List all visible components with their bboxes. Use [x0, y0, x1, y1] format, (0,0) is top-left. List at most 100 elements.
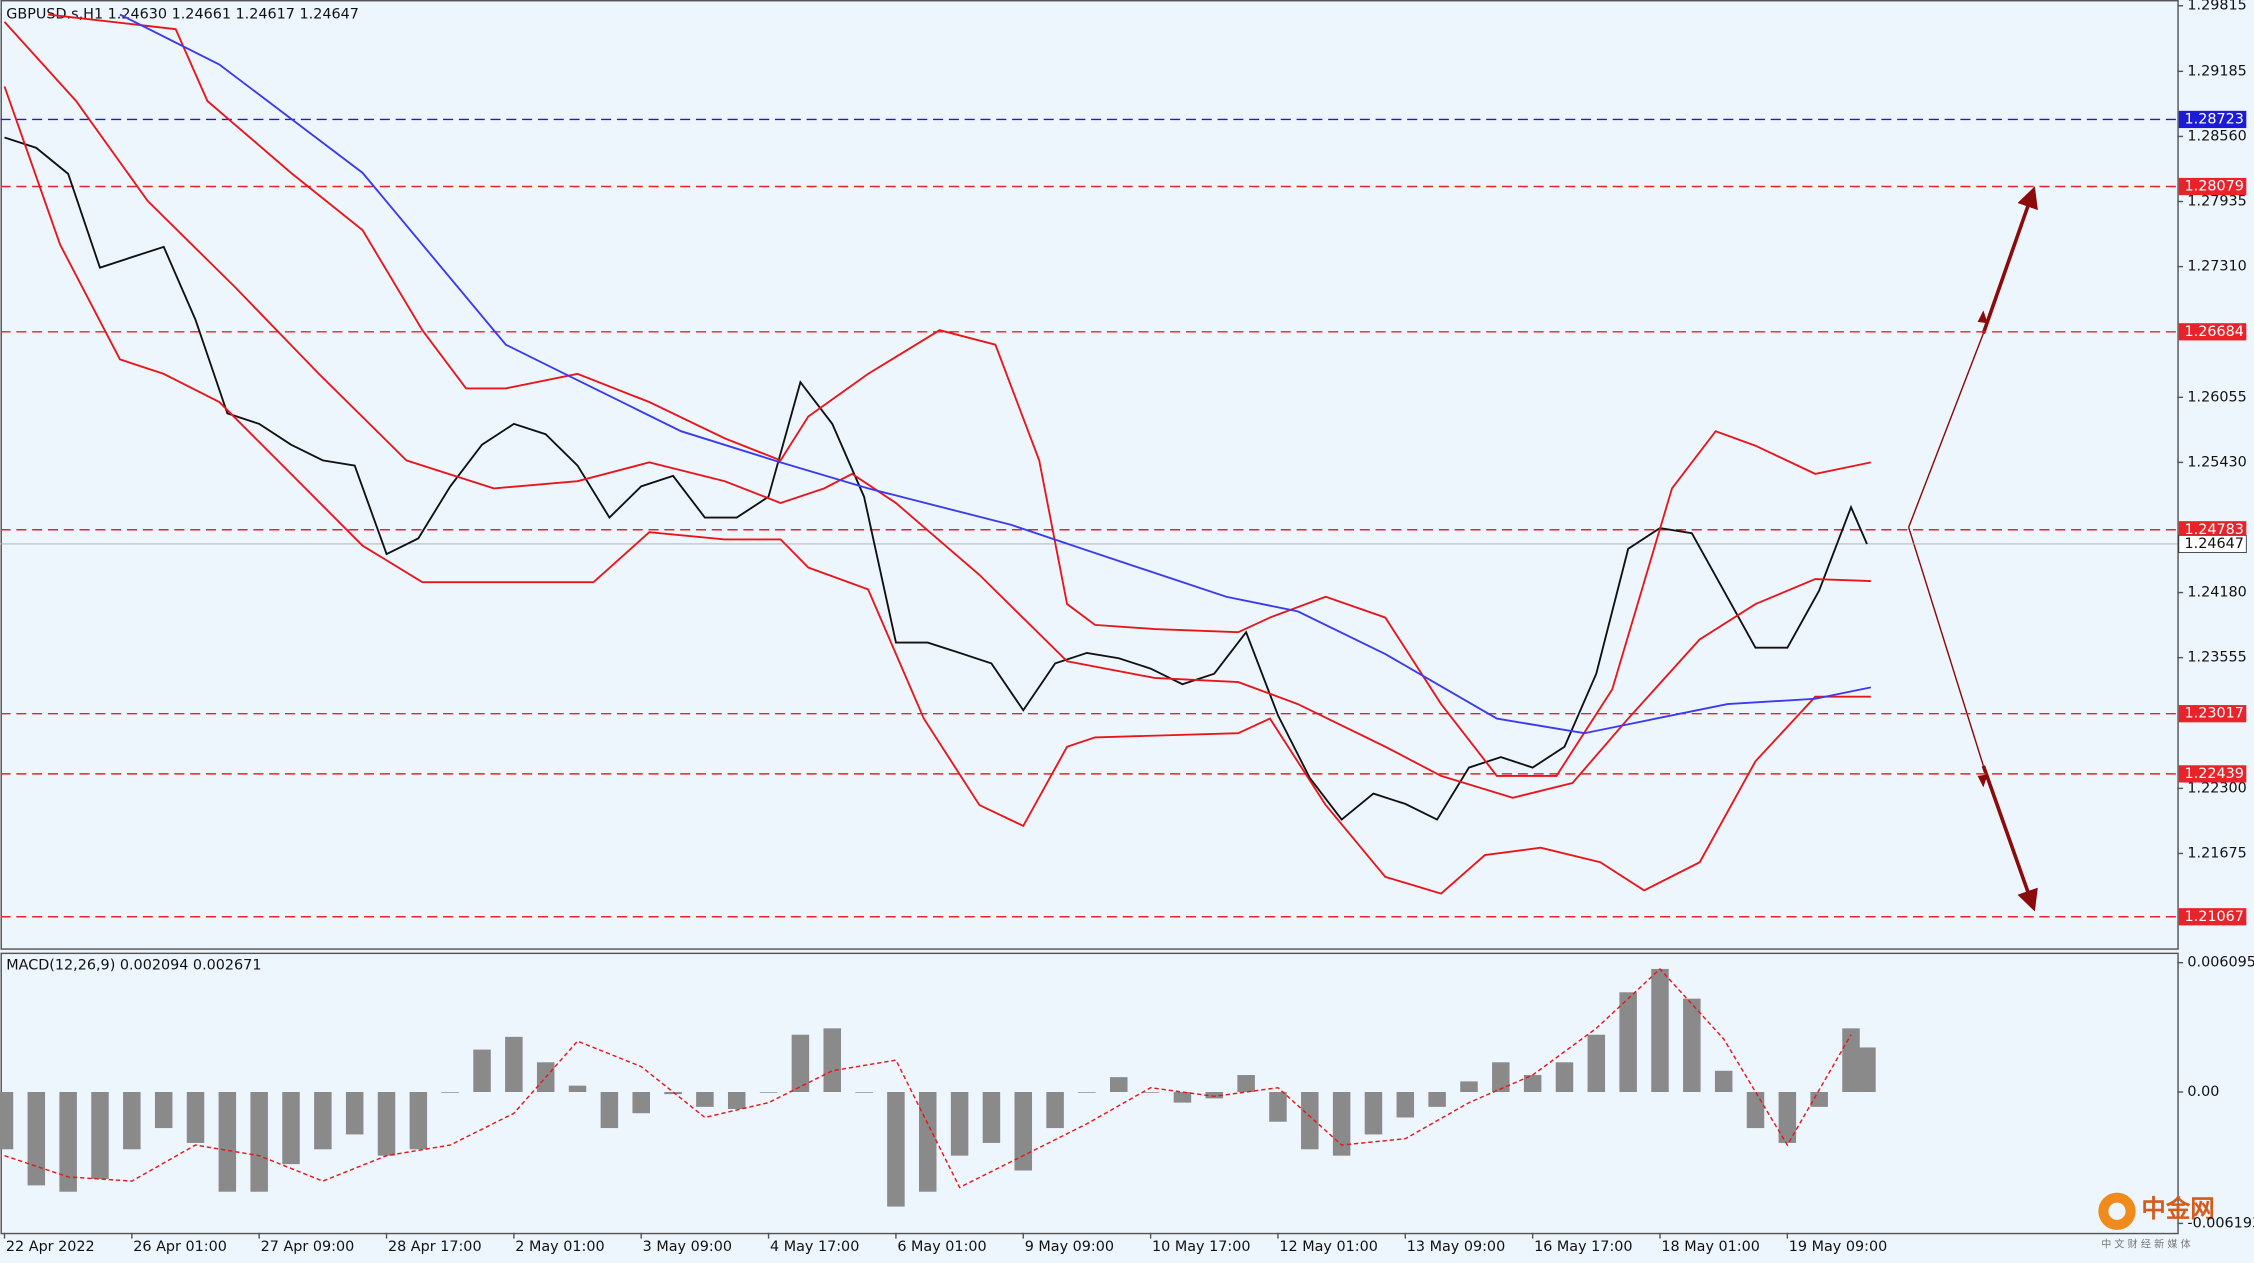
histogram-bar — [1428, 1092, 1446, 1107]
histogram-bar — [1141, 1092, 1160, 1093]
histogram-bar — [1173, 1092, 1192, 1103]
histogram-bar — [377, 1092, 396, 1156]
histogram-bar — [91, 1092, 109, 1179]
logo-text: 中金网 — [2141, 1194, 2214, 1223]
histogram-bar — [1396, 1092, 1415, 1118]
x-tick-label: 28 Apr 17:00 — [388, 1239, 482, 1255]
y-tick-label: 1.23555 — [2187, 650, 2246, 666]
arrow — [1907, 333, 1985, 528]
histogram-bar — [505, 1036, 523, 1093]
histogram-bar — [1460, 1081, 1478, 1093]
series-line — [3, 21, 1871, 799]
histogram-bar — [600, 1092, 619, 1129]
histogram-bar — [855, 1092, 873, 1093]
x-tick-label: 9 May 09:00 — [1025, 1239, 1114, 1255]
histogram-bar — [1651, 968, 1669, 1093]
x-tick-label: 19 May 09:00 — [1789, 1239, 1887, 1255]
x-tick-label: 22 Apr 2022 — [6, 1239, 95, 1255]
x-tick-label: 2 May 01:00 — [515, 1239, 604, 1255]
histogram-bar — [1587, 1034, 1606, 1093]
histogram-bar — [1205, 1092, 1224, 1099]
y-tick-label: 1.25430 — [2187, 454, 2246, 470]
level-label: 1.28723 — [2185, 111, 2244, 127]
series-line — [119, 13, 1872, 735]
histogram-bar — [250, 1092, 268, 1192]
last-price-box — [2178, 534, 2247, 553]
histogram-bar — [664, 1092, 682, 1095]
main-panel — [0, 0, 2179, 950]
series-line — [4, 967, 1852, 1189]
histogram-bar — [887, 1092, 905, 1207]
histogram-bar — [1714, 1070, 1733, 1093]
x-tick-label: 27 Apr 09:00 — [261, 1239, 355, 1255]
chart-title: GBPUSD.s,H1 1.24630 1.24661 1.24617 1.24… — [6, 6, 359, 22]
arrow — [1981, 186, 2038, 334]
histogram-bar — [218, 1092, 237, 1192]
histogram-bar — [568, 1085, 587, 1093]
histogram-bar — [282, 1092, 300, 1165]
histogram-bar — [314, 1092, 332, 1150]
last-price-label: 1.24647 — [2185, 536, 2244, 552]
series-line — [48, 13, 1872, 777]
forecast-arrows — [1907, 186, 2038, 912]
histogram-bar — [1555, 1062, 1574, 1093]
y-tick-label: 1.22300 — [2187, 780, 2246, 796]
macd-title: MACD(12,26,9) 0.002094 0.002671 — [6, 958, 261, 974]
histogram-bar — [1014, 1092, 1033, 1171]
histogram-bar — [1078, 1092, 1096, 1093]
y-tick-label: 1.21675 — [2187, 845, 2246, 861]
arrow — [1907, 527, 1985, 767]
logo-icon — [2108, 1202, 2126, 1220]
histogram-bar — [473, 1049, 491, 1093]
series-line — [3, 86, 1871, 895]
histogram-bar — [1110, 1077, 1128, 1093]
level-label: 1.21067 — [2185, 909, 2244, 925]
histogram-bar — [441, 1092, 459, 1093]
histogram-bar — [154, 1092, 173, 1129]
x-tick-label: 26 Apr 01:00 — [133, 1239, 227, 1255]
x-tick-label: 4 May 17:00 — [770, 1239, 859, 1255]
histogram-bar — [1492, 1062, 1510, 1093]
histogram-bar — [1683, 998, 1701, 1093]
x-tick-label: 12 May 01:00 — [1279, 1239, 1377, 1255]
y-tick-label: 1.28560 — [2187, 128, 2246, 144]
histogram-bar — [1523, 1075, 1542, 1093]
histogram-bar — [59, 1092, 77, 1192]
histogram-bar — [27, 1092, 46, 1186]
histogram-bar — [1858, 1047, 1876, 1093]
histogram-bar — [1046, 1092, 1064, 1129]
level-label-box — [2178, 765, 2247, 783]
level-label: 1.22439 — [2185, 766, 2244, 782]
histogram-bar — [123, 1092, 141, 1150]
level-label-box — [2178, 908, 2247, 926]
series-line — [4, 136, 1868, 821]
x-tick-label: 13 May 09:00 — [1407, 1239, 1505, 1255]
histogram-bar — [791, 1034, 810, 1093]
watermark: 中金网 中 文 财 经 新 媒 体 — [2098, 1192, 2215, 1250]
level-label: 1.24783 — [2185, 522, 2244, 538]
histogram-bar — [1364, 1092, 1383, 1135]
histogram-bar — [409, 1092, 428, 1150]
y-tick-label: 1.26055 — [2187, 389, 2246, 405]
y-tick-label: 0.006095 — [2187, 955, 2254, 971]
histogram-bar — [823, 1028, 841, 1093]
y-tick-label: 1.29185 — [2187, 63, 2246, 79]
histogram-bar — [950, 1092, 969, 1156]
histogram-bar — [186, 1092, 205, 1143]
x-tick-label: 6 May 01:00 — [897, 1239, 986, 1255]
histogram-bar — [727, 1092, 746, 1109]
x-tick-label: 18 May 01:00 — [1661, 1239, 1759, 1255]
histogram-bar — [1810, 1092, 1828, 1107]
histogram-bar — [1842, 1028, 1860, 1093]
y-tick-label: 1.29815 — [2187, 0, 2246, 14]
x-tick-label: 10 May 17:00 — [1152, 1239, 1250, 1255]
histogram-bar — [696, 1092, 714, 1107]
level-label: 1.23017 — [2185, 706, 2244, 722]
histogram-bar — [0, 1092, 14, 1150]
level-label-box — [2178, 177, 2247, 196]
y-tick-label: 1.27935 — [2187, 194, 2246, 210]
histogram-bar — [1778, 1092, 1797, 1143]
